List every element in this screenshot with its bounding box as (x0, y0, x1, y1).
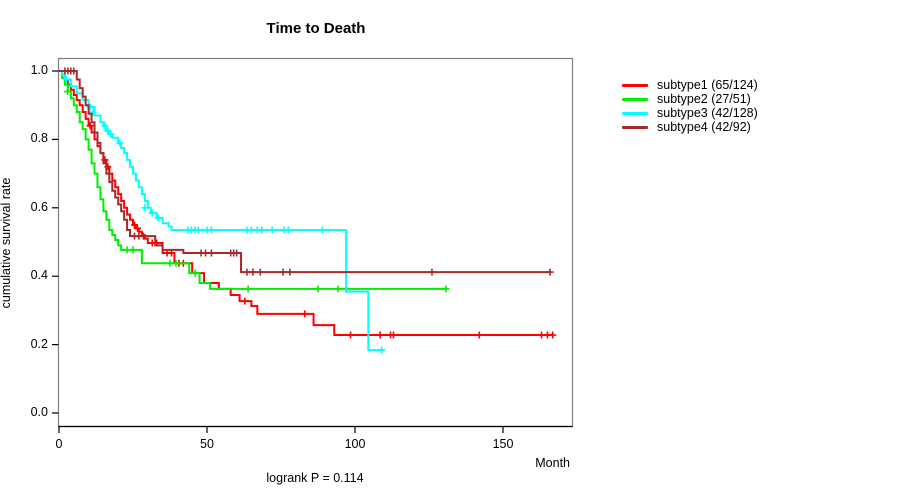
legend-line-swatch (622, 125, 648, 129)
y-tick-label: 0.6 (30, 199, 48, 214)
legend: subtype1 (65/124) subtype2 (27/51) subtype… (622, 78, 758, 134)
x-tick-label: 150 (492, 437, 514, 451)
y-tick-label: 0.0 (30, 405, 48, 419)
logrank-pvalue: logrank P = 0.114 (266, 471, 364, 485)
y-tick-label: 0.8 (30, 131, 48, 146)
legend-label: subtype1 (65/124) (657, 78, 758, 92)
y-axis-label: cumulative survival rate (0, 177, 13, 309)
x-axis-label: Month (535, 456, 570, 470)
legend-line-swatch (622, 83, 648, 87)
series-censor-marks-4 (61, 67, 554, 276)
y-tick-label: 0.4 (30, 268, 48, 283)
legend-label: subtype3 (42/128) (657, 106, 758, 120)
legend-item-2: subtype2 (27/51) (622, 92, 758, 106)
series-line-4 (59, 70, 551, 274)
x-tick-label: 0 (55, 437, 63, 451)
legend-item-3: subtype3 (42/128) (622, 106, 758, 120)
plot-box (57, 57, 574, 428)
y-tick-label: 0.2 (30, 336, 48, 351)
series-censor-marks-3 (62, 76, 386, 354)
series-line-1 (59, 70, 554, 337)
x-tick-label: 50 (200, 437, 214, 451)
legend-label: subtype2 (27/51) (657, 92, 751, 106)
legend-line-swatch (622, 97, 648, 101)
y-tick-label: 1.0 (30, 63, 48, 77)
legend-label: subtype4 (42/92) (657, 120, 751, 134)
legend-item-4: subtype4 (42/92) (622, 120, 758, 134)
series-line-3 (59, 70, 385, 352)
series-line-2 (59, 70, 447, 290)
legend-item-1: subtype1 (65/124) (622, 78, 758, 92)
legend-line-swatch (622, 111, 648, 115)
series-censor-marks-2 (64, 88, 450, 293)
x-tick-label: 100 (344, 437, 366, 451)
chart-title: Time to Death (266, 20, 366, 37)
